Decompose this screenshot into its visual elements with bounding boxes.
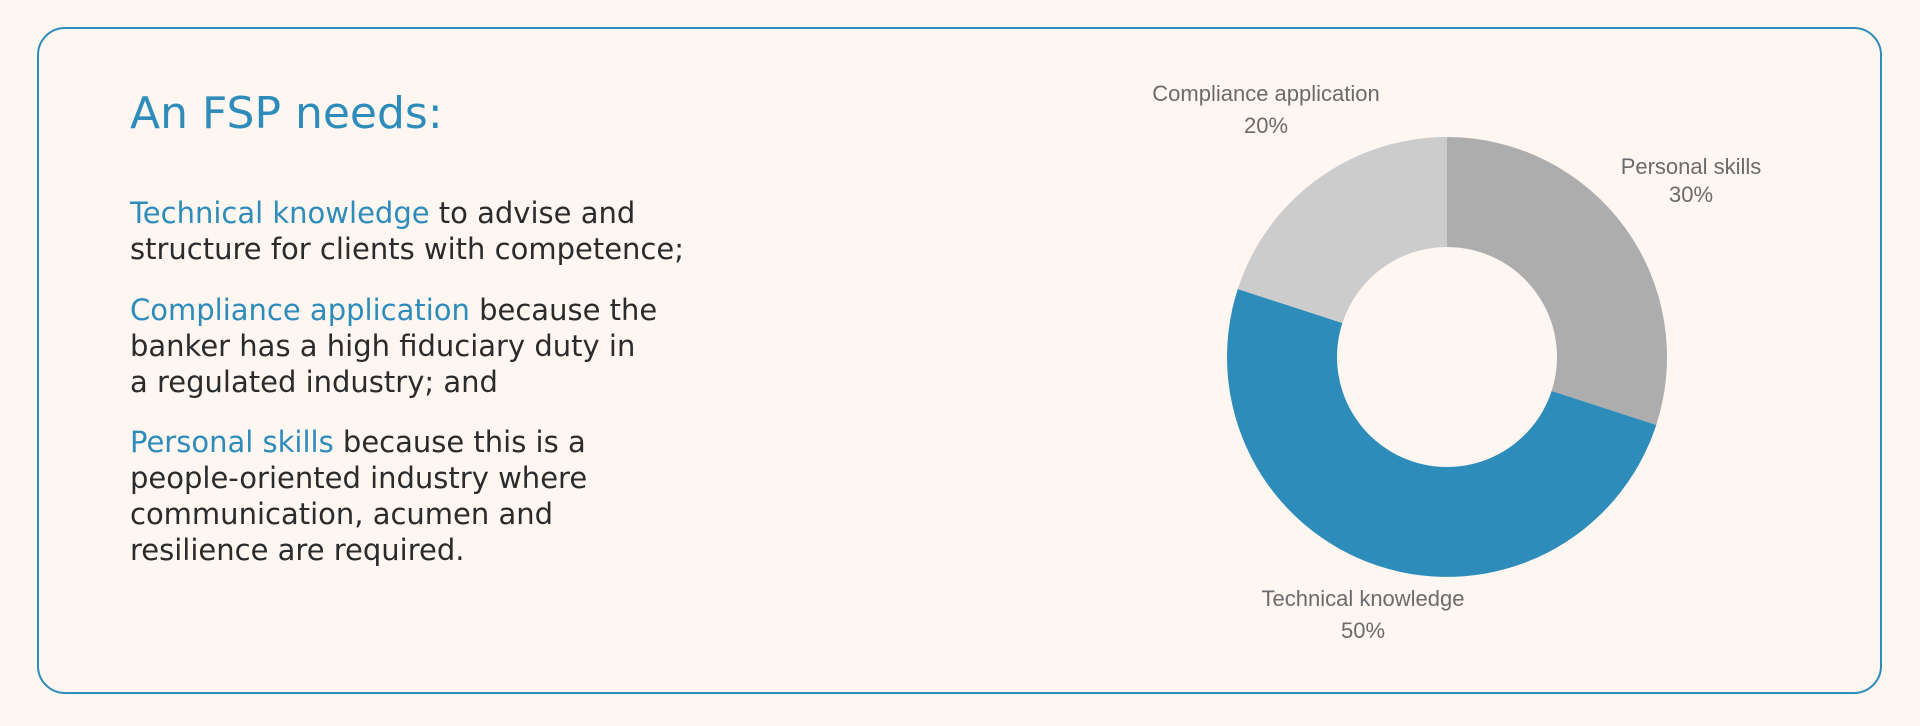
slice-compliance-application xyxy=(1237,137,1447,324)
item-highlight: Technical knowledge xyxy=(130,196,430,230)
item-personal-skills: Personal skills because this is a people… xyxy=(130,424,650,568)
item-compliance-application: Compliance application because the banke… xyxy=(130,292,660,400)
item-text: because the banker has a high fiduciary … xyxy=(130,293,658,399)
page-title: An FSP needs: xyxy=(130,88,443,139)
item-highlight: Compliance application xyxy=(130,293,470,327)
slice-label-personal-skills: Personal skills xyxy=(1621,154,1762,179)
slice-label-technical-knowledge: Technical knowledge xyxy=(1261,586,1464,611)
item-technical-knowledge: Technical knowledge to advise and struct… xyxy=(130,195,710,267)
slice-technical-knowledge xyxy=(1227,289,1657,577)
slice-value-personal-skills: 30% xyxy=(1669,182,1713,207)
content-card xyxy=(37,27,1882,694)
slice-personal-skills xyxy=(1446,137,1667,425)
item-text: because this is a people-oriented indust… xyxy=(130,425,588,567)
item-highlight: Personal skills xyxy=(130,425,334,459)
slice-label-compliance-application: Compliance application xyxy=(1152,81,1379,106)
slice-value-technical-knowledge: 50% xyxy=(1341,618,1385,643)
item-text: to advise and structure for clients with… xyxy=(130,196,684,266)
slice-value-compliance-application: 20% xyxy=(1244,113,1288,138)
